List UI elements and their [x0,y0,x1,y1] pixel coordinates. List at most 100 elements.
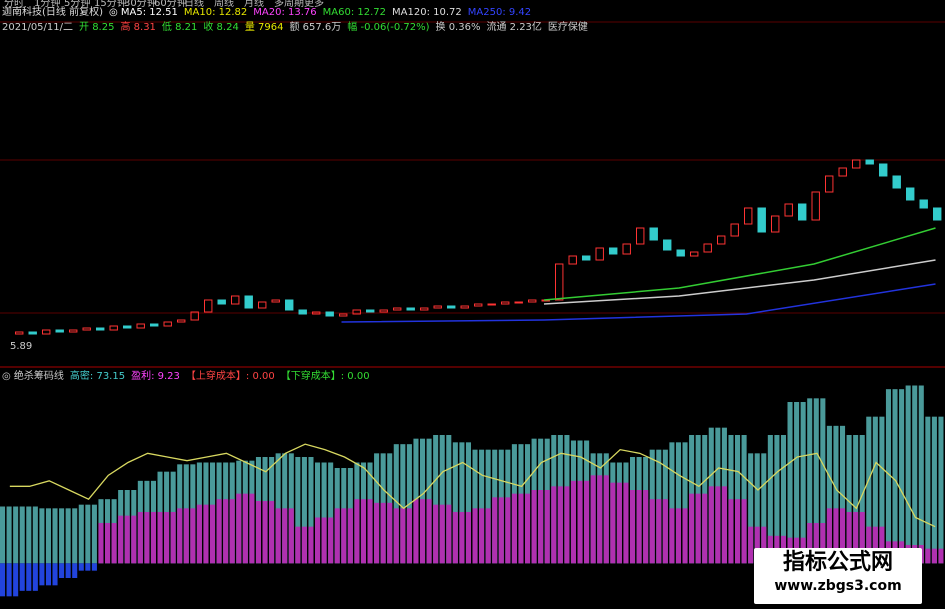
indicator-bar [669,442,675,564]
indicator-bar [610,482,616,564]
indicator-bar [32,506,38,564]
indicator-bar [702,493,708,564]
candle [217,299,226,305]
indicator-bar [374,502,380,564]
candle [325,311,334,317]
indicator-bar [446,435,452,564]
toolbar-item: 月线 [244,0,264,9]
toolbar-item: 多周期 [274,0,304,9]
candle [258,301,267,309]
toolbar-item: 周线 [214,0,234,9]
indicator-bar [866,526,872,564]
indicator-bar [531,490,537,564]
candle [528,299,537,303]
indicator-bar [328,462,334,564]
indicator-bar [570,480,576,564]
indicator-bar [282,508,288,564]
candle [379,309,388,313]
candle [177,319,186,323]
indicator-bar [925,548,931,564]
indicator-bar [255,501,261,564]
indicator-bar [748,526,754,564]
indicator-bar [400,508,406,564]
indicator-bar [105,523,111,564]
candle [690,251,699,257]
indicator-bar [872,416,878,564]
toolbar-item: 15分钟 [94,0,127,9]
indicator-bar [236,493,242,564]
indicator-bar [479,449,485,564]
indicator-bar [124,515,130,564]
indicator-bar [26,563,32,591]
indicator-bar [741,499,747,564]
indicator-bar [774,435,780,564]
indicator-bar [846,512,852,564]
candle [393,307,402,311]
indicator-bar [682,508,688,564]
indicator-bar [315,462,321,564]
indicator-bar [931,548,937,564]
indicator-bar [91,504,97,564]
indicator-bar [393,508,399,564]
indicator-bar [833,508,839,564]
indicator-bar [295,457,301,564]
toolbar-item: 60分钟 [154,0,187,9]
indicator-bar [465,442,471,564]
quote-field: 低 8.21 [162,20,197,33]
candle [447,305,456,309]
candle [636,227,645,245]
indicator-bar [328,517,334,564]
header-field: MA250: 9.42 [468,7,531,18]
indicator-bar [85,563,91,571]
candle [109,325,118,331]
toolbar-item: 更多 [304,0,324,9]
candle [190,311,199,321]
indicator-bar [826,508,832,564]
indicator-bar [853,435,859,564]
indicator-bar [656,499,662,564]
indicator-bar [177,508,183,564]
candle [514,301,523,304]
indicator-field: 盈利: 9.23 [131,370,180,382]
indicator-bar [321,517,327,564]
indicator-bar [649,499,655,564]
indicator-bar [813,523,819,564]
header-field: MA120: 10.72 [392,7,462,18]
toolbar-item: 日线 [184,0,204,9]
indicator-bar [118,515,124,564]
indicator-bar [780,435,786,564]
candle [460,305,469,309]
candle [15,331,24,335]
indicator-bar [216,499,222,564]
indicator-bar [262,501,268,564]
indicator-bar [78,504,84,564]
indicator-bar [288,508,294,564]
indicator-bar [196,504,202,564]
quote-field: 额 657.6万 [289,20,341,33]
indicator-bar [938,548,944,564]
indicator-bar [52,508,58,564]
candle [852,159,861,169]
indicator-bar [65,563,71,578]
candle [906,187,915,201]
indicator-bar [59,563,65,578]
candle [285,299,294,311]
indicator-bar [223,499,229,564]
indicator-bar [45,563,51,586]
candle [420,307,429,311]
indicator-bar [367,499,373,564]
indicator-bar [91,563,97,571]
indicator-bar [866,416,872,564]
indicator-bar [426,499,432,564]
indicator-bar [85,504,91,564]
indicator-bar [472,449,478,564]
indicator-bar [131,515,137,564]
indicator-bar [249,493,255,564]
candle [82,327,91,331]
indicator-bar [387,502,393,564]
candle [771,215,780,233]
indicator-bar [807,523,813,564]
indicator-bar [420,499,426,564]
indicator-bar [452,512,458,564]
indicator-bar [820,523,826,564]
